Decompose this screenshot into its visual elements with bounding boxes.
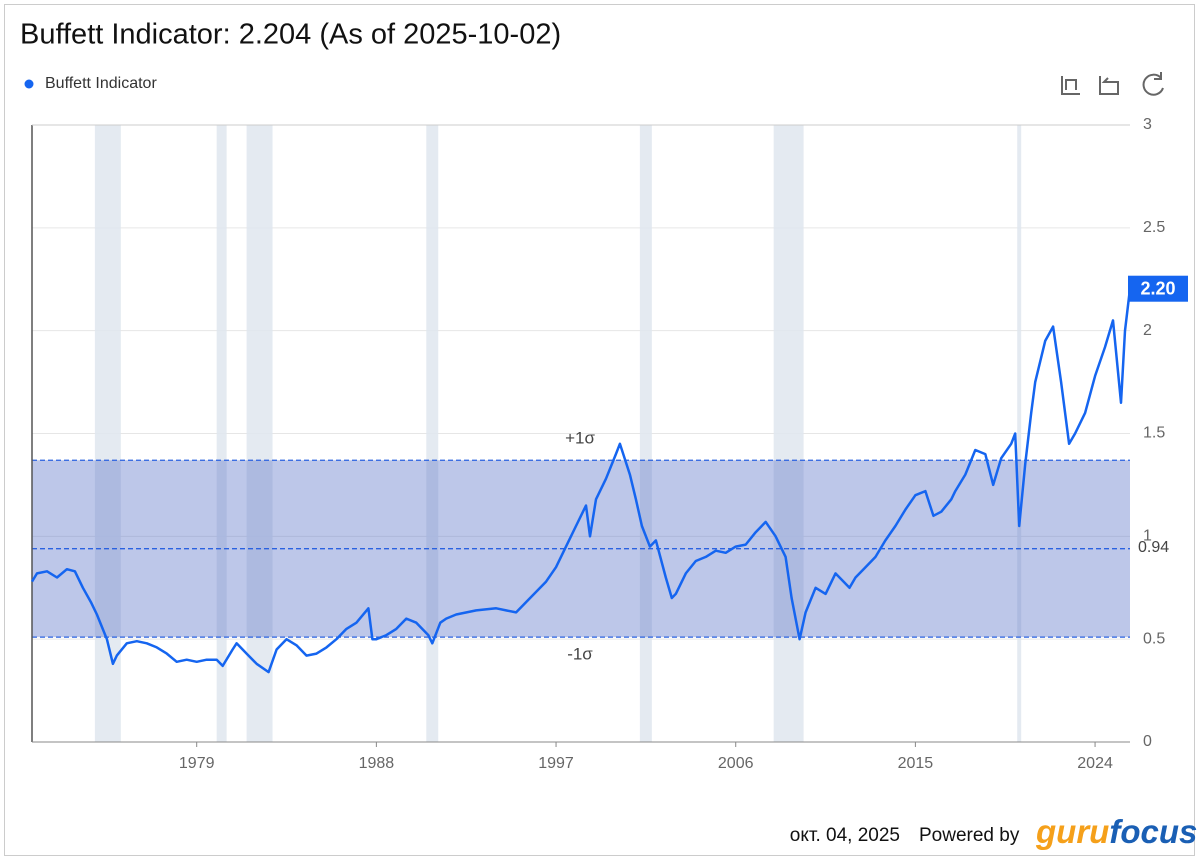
legend-marker[interactable] (24, 79, 34, 89)
recession-band (1017, 125, 1022, 742)
powered-by: Powered by (919, 825, 1020, 846)
x-tick-label: 2006 (718, 755, 754, 772)
recession-band (94, 125, 121, 742)
chart-title: Buffett Indicator: 2.204 (As of 2025-10-… (20, 19, 561, 51)
reset-icon[interactable] (1142, 72, 1164, 96)
upper-band-label: +1σ (565, 429, 595, 448)
toolbar (1061, 72, 1164, 96)
y-tick-label: 1.5 (1143, 425, 1165, 442)
series-line (30, 288, 1132, 674)
x-tick-label: 2024 (1077, 755, 1113, 772)
y-tick-label: 2.5 (1143, 219, 1165, 236)
x-tick-label: 1997 (538, 755, 574, 772)
recession-band (426, 125, 439, 742)
logo-focus: focus (1109, 813, 1197, 850)
y-tick-label: 0 (1143, 733, 1152, 750)
x-tick-label: 2015 (898, 755, 934, 772)
y-tick-label: 3 (1143, 116, 1152, 133)
y-tick-label: 1 (1143, 528, 1152, 545)
current-value-tag (1128, 275, 1188, 302)
recession-band (216, 125, 227, 742)
logo-guru: guru (1035, 813, 1109, 850)
y-tick-label: 2 (1143, 322, 1152, 339)
recession-band (773, 125, 804, 742)
lower-band-label: -1σ (567, 645, 593, 664)
x-tick-label: 1988 (359, 755, 395, 772)
current-value-label: 2.20 (1140, 278, 1175, 298)
mean-label: 0.94 (1138, 539, 1169, 556)
plot-area: 0 0.5 1 1.5 2 2.5 3 +1σ -1σ 0.94 1979 1988 1997 2006 2… (30, 116, 1188, 772)
back-icon[interactable] (1099, 76, 1119, 95)
x-tick-label: 1979 (179, 755, 215, 772)
recession-band (246, 125, 273, 742)
logo[interactable]: gurufocus (1035, 813, 1197, 850)
recession-band (639, 125, 652, 742)
legend-label[interactable]: Buffett Indicator (45, 75, 157, 92)
zoom-icon[interactable] (1061, 76, 1080, 95)
date-label: окт. 04, 2025 (790, 825, 900, 846)
frame (4, 4, 1195, 856)
y-tick-label: 0.5 (1143, 630, 1165, 647)
